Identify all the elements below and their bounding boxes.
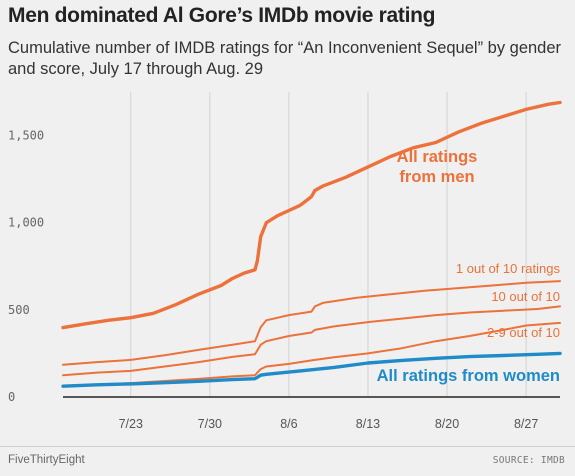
series-line-all-ratings-from-men (61, 100, 562, 330)
series-line-1-out-of-10-ratings (62, 280, 561, 366)
series-label: 2-9 out of 10 (487, 325, 560, 340)
x-tick-label: 8/27 (514, 417, 538, 431)
brand-name: FiveThirtyEight (8, 454, 85, 466)
series-line-10-out-of-10 (62, 305, 561, 377)
x-tick-label: 7/30 (198, 417, 222, 431)
y-tick-label: 1,000 (8, 216, 44, 230)
y-tick-label: 1,500 (8, 129, 44, 143)
y-tick-label: 0 (8, 390, 15, 404)
chart-subtitle: Cumulative number of IMDB ratings for “A… (8, 39, 562, 78)
line-chart: 7/23 7/30 8/6 8/13 8/20 8/27 0 500 1,000 1,500 Al… (8, 92, 562, 431)
chart-title: Men dominated Al Gore’s IMDb movie ratin… (8, 4, 436, 27)
source-credit: SOURCE: IMDB (492, 455, 565, 466)
y-tick-label: 500 (8, 303, 30, 317)
series-label: All ratings (397, 148, 478, 166)
series-label: from men (399, 168, 474, 186)
x-tick-label: 7/23 (119, 417, 143, 431)
series-layer (61, 100, 562, 388)
series-line-all-ratings-from-women (61, 351, 562, 388)
x-tick-label: 8/13 (356, 417, 380, 431)
x-tick-label: 8/20 (435, 417, 459, 431)
series-label: 10 out of 10 (491, 289, 560, 304)
axis-layer: 7/23 7/30 8/6 8/13 8/20 8/27 0 500 1,000 1,500 (8, 129, 560, 431)
label-layer: All ratings from men 1 out of 10 ratings 10… (377, 148, 561, 385)
series-label: All ratings from women (377, 367, 560, 385)
footer: FiveThirtyEight SOURCE: IMDB (0, 446, 575, 476)
grid-layer (130, 92, 527, 397)
x-tick-label: 8/6 (280, 417, 297, 431)
series-label: 1 out of 10 ratings (456, 261, 561, 276)
